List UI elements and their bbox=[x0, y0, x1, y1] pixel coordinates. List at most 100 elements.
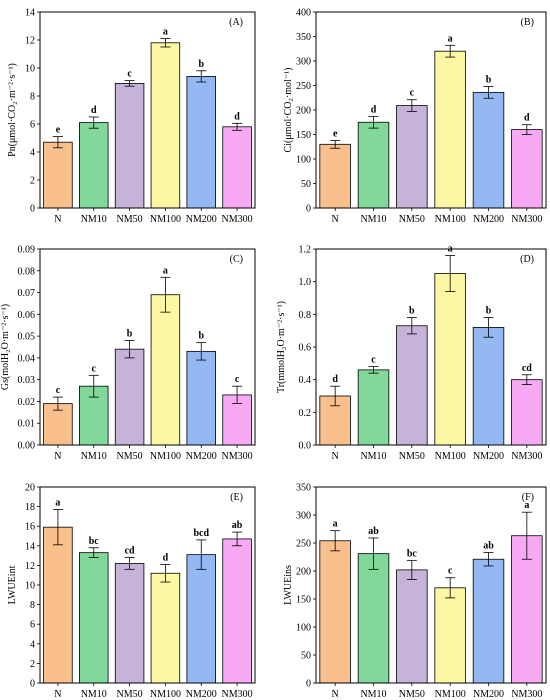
panel-label: (E) bbox=[230, 492, 243, 503]
bar-NM10 bbox=[357, 121, 390, 209]
bar-NM100 bbox=[434, 273, 466, 446]
significance-letter: d bbox=[371, 104, 377, 115]
y-axis-label: Ci(μmol·CO₂·mol⁻¹) bbox=[283, 68, 294, 153]
y-tick-label: 0 bbox=[306, 204, 311, 215]
y-tick-label: 2 bbox=[30, 659, 35, 670]
plot-frame bbox=[39, 486, 256, 684]
bar-NM100 bbox=[434, 50, 466, 209]
panel-label: (C) bbox=[230, 254, 243, 265]
bar-NM200 bbox=[186, 554, 216, 684]
x-tick-label: NM300 bbox=[511, 689, 542, 700]
bar-NM100 bbox=[150, 294, 181, 446]
y-tick-label: 50 bbox=[301, 179, 311, 190]
panel-label: (B) bbox=[521, 17, 534, 28]
y-tick-label: 150 bbox=[296, 595, 311, 606]
significance-letter: d bbox=[163, 552, 169, 563]
y-tick-label: 0.06 bbox=[18, 310, 36, 321]
y-tick-label: 350 bbox=[296, 483, 311, 494]
significance-letter: b bbox=[198, 59, 204, 70]
y-tick-label: 0 bbox=[30, 679, 35, 690]
significance-letter: ab bbox=[368, 526, 379, 537]
y-tick-label: 14 bbox=[25, 8, 35, 19]
y-tick-label: 0 bbox=[30, 204, 35, 215]
x-tick-label: NM100 bbox=[435, 214, 466, 225]
bar-NM100 bbox=[434, 587, 466, 684]
x-tick-label: NM100 bbox=[435, 451, 466, 462]
bar-NM50 bbox=[114, 83, 145, 209]
y-tick-label: 0.02 bbox=[18, 397, 36, 408]
panel-label: (A) bbox=[229, 17, 243, 28]
bar-NM200 bbox=[186, 76, 216, 209]
x-tick-label: N bbox=[54, 689, 61, 700]
significance-letter: ab bbox=[232, 520, 243, 531]
chart-panel-2: 0 50 100 150 200 250 300 350 400 Ci(μmol·CO₂·mol⁻… bbox=[283, 8, 547, 225]
y-tick-label: 12 bbox=[25, 561, 35, 572]
y-axis-label: Gs(molH₂O·m⁻²·s⁻¹) bbox=[0, 304, 11, 390]
y-tick-label: 0.04 bbox=[18, 353, 36, 364]
chart-panel-1: 0 2 4 6 8 10 12 14 Pn(μmol·CO₂·m⁻²·s⁻¹) e Nd NM10 c N… bbox=[7, 8, 256, 225]
chart-panel-5: 0 2 4 6 8 10 12 14 16 18 20 LWUEint a Nbc NM10 cd NM50 d N… bbox=[7, 483, 256, 700]
bar-NM10 bbox=[357, 553, 390, 684]
y-tick-label: 12 bbox=[25, 36, 35, 47]
bar-NM300 bbox=[222, 538, 252, 684]
y-tick-label: 300 bbox=[296, 511, 311, 522]
x-tick-label: NM50 bbox=[399, 451, 425, 462]
y-tick-label: 2 bbox=[30, 176, 35, 187]
x-tick-label: NM300 bbox=[511, 451, 542, 462]
bar-NM300 bbox=[222, 126, 252, 209]
y-axis-label: LWUEint bbox=[7, 565, 18, 604]
y-tick-label: 350 bbox=[296, 32, 311, 43]
significance-letter: b bbox=[486, 306, 492, 317]
y-tick-label: 10 bbox=[25, 64, 35, 75]
y-tick-label: 200 bbox=[296, 106, 311, 117]
significance-letter: a bbox=[163, 27, 168, 38]
y-tick-label: 0.09 bbox=[18, 245, 36, 256]
x-tick-label: NM100 bbox=[150, 451, 181, 462]
significance-letter: bc bbox=[407, 548, 418, 559]
bar-NM10 bbox=[79, 552, 109, 684]
y-tick-label: 18 bbox=[25, 502, 35, 513]
y-tick-label: 0.00 bbox=[18, 441, 36, 452]
bar-NM10 bbox=[357, 369, 390, 446]
plot-frame bbox=[39, 11, 256, 209]
y-tick-label: 1.0 bbox=[299, 277, 312, 288]
bar-NM200 bbox=[472, 91, 505, 209]
y-tick-label: 0.07 bbox=[18, 288, 36, 299]
x-tick-label: NM10 bbox=[81, 214, 107, 225]
bar-N bbox=[319, 143, 351, 209]
significance-letter: c bbox=[235, 374, 240, 385]
significance-letter: d bbox=[91, 105, 97, 116]
x-tick-label: NM50 bbox=[399, 689, 425, 700]
significance-letter: c bbox=[92, 363, 97, 374]
significance-letter: a bbox=[333, 519, 338, 530]
panel-label: (D) bbox=[520, 254, 534, 265]
significance-letter: e bbox=[333, 128, 338, 139]
plot-frame bbox=[315, 486, 547, 684]
y-tick-label: 4 bbox=[30, 148, 35, 159]
bar-NM300 bbox=[511, 535, 543, 684]
y-tick-label: 16 bbox=[25, 522, 35, 533]
bar-NM50 bbox=[114, 563, 145, 684]
x-tick-label: NM50 bbox=[117, 214, 143, 225]
significance-letter: a bbox=[448, 33, 453, 44]
significance-letter: ab bbox=[483, 541, 494, 552]
significance-letter: e bbox=[56, 125, 61, 136]
x-tick-label: NM100 bbox=[150, 214, 181, 225]
x-tick-label: NM200 bbox=[473, 451, 504, 462]
significance-letter: c bbox=[371, 355, 376, 366]
y-tick-label: 400 bbox=[296, 8, 311, 19]
y-tick-label: 8 bbox=[30, 92, 35, 103]
y-tick-label: 50 bbox=[301, 651, 311, 662]
significance-letter: c bbox=[448, 566, 453, 577]
bar-NM200 bbox=[472, 326, 505, 446]
plot-frame bbox=[315, 248, 547, 446]
significance-letter: bcd bbox=[193, 528, 209, 539]
bar-N bbox=[43, 141, 73, 209]
y-tick-label: 100 bbox=[296, 623, 311, 634]
significance-letter: b bbox=[198, 331, 204, 342]
y-tick-label: 20 bbox=[25, 483, 35, 494]
bar-NM50 bbox=[396, 105, 428, 209]
y-tick-label: 0.8 bbox=[299, 310, 312, 321]
y-tick-label: 0 bbox=[306, 679, 311, 690]
